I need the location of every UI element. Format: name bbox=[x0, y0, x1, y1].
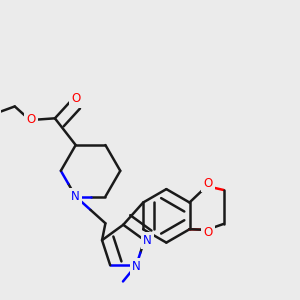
Text: O: O bbox=[26, 113, 36, 126]
Text: O: O bbox=[204, 177, 213, 190]
Text: N: N bbox=[71, 190, 80, 203]
Text: N: N bbox=[143, 234, 152, 247]
Text: O: O bbox=[71, 92, 80, 106]
Text: O: O bbox=[204, 226, 213, 239]
Text: N: N bbox=[132, 260, 141, 273]
